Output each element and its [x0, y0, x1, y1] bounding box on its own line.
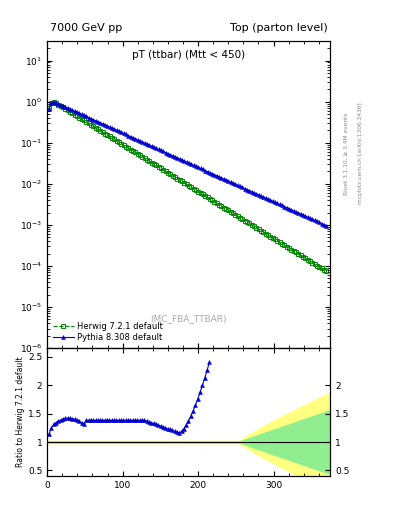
Line: Pythia 8.308 default: Pythia 8.308 default	[47, 100, 328, 227]
Text: pT (ttbar) (Mtt < 450): pT (ttbar) (Mtt < 450)	[132, 50, 245, 60]
Pythia 8.308 default	[107, 124, 112, 130]
Pythia 8.308 default	[268, 197, 273, 203]
Pythia 8.308 default	[324, 223, 329, 229]
Herwig 7.2.1 default	[268, 233, 273, 240]
Pythia 8.308 default	[240, 184, 245, 190]
Herwig 7.2.1 default	[51, 99, 56, 105]
Text: mcplots.cern.ch [arXiv:1306.3436]: mcplots.cern.ch [arXiv:1306.3436]	[358, 103, 363, 204]
Pythia 8.308 default	[51, 99, 56, 105]
Text: 7000 GeV pp: 7000 GeV pp	[50, 23, 122, 33]
Text: (MC_FBA_TTBAR): (MC_FBA_TTBAR)	[151, 314, 227, 324]
Herwig 7.2.1 default	[107, 134, 112, 140]
Herwig 7.2.1 default	[324, 268, 329, 274]
Pythia 8.308 default	[123, 132, 128, 138]
Herwig 7.2.1 default	[240, 216, 245, 222]
Text: Rivet 3.1.10, ≥ 3.4M events: Rivet 3.1.10, ≥ 3.4M events	[344, 112, 349, 195]
Herwig 7.2.1 default	[203, 193, 208, 199]
Pythia 8.308 default	[317, 219, 322, 225]
Herwig 7.2.1 default	[123, 143, 128, 150]
Y-axis label: Ratio to Herwig 7.2.1 default: Ratio to Herwig 7.2.1 default	[16, 357, 25, 467]
Legend: Herwig 7.2.1 default, Pythia 8.308 default: Herwig 7.2.1 default, Pythia 8.308 defau…	[51, 320, 165, 344]
Pythia 8.308 default	[203, 167, 208, 174]
Line: Herwig 7.2.1 default: Herwig 7.2.1 default	[47, 100, 328, 273]
Herwig 7.2.1 default	[317, 264, 322, 270]
Herwig 7.2.1 default	[47, 105, 51, 111]
Text: Top (parton level): Top (parton level)	[230, 23, 327, 33]
Pythia 8.308 default	[47, 106, 51, 112]
